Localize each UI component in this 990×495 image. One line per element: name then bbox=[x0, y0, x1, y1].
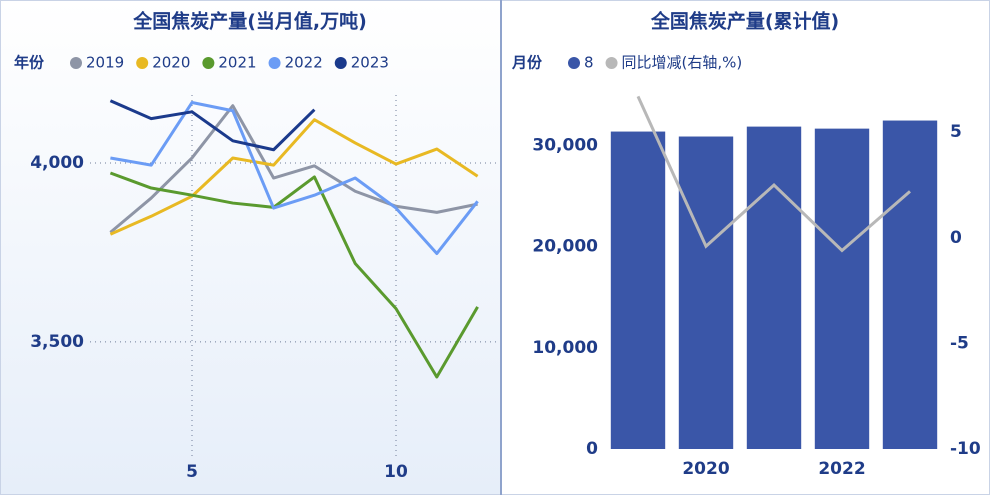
y-tick-label: 10,000 bbox=[532, 338, 598, 358]
legend-label: 同比增减(右轴,%) bbox=[622, 54, 743, 72]
y2-tick-label: 0 bbox=[950, 228, 962, 248]
series-line bbox=[109, 118, 479, 236]
legend-swatch bbox=[136, 57, 149, 69]
bar bbox=[610, 131, 666, 449]
x-tick-label: 10 bbox=[384, 462, 408, 482]
y-tick-label: 20,000 bbox=[532, 237, 598, 257]
x-tick-label: 5 bbox=[186, 462, 198, 482]
x-tick-label: 2020 bbox=[682, 459, 729, 479]
legend-label: 8 bbox=[584, 54, 594, 72]
bar bbox=[746, 126, 802, 450]
legend-swatch bbox=[568, 57, 580, 69]
bar bbox=[882, 120, 938, 449]
legend-title: 月份 bbox=[511, 54, 543, 72]
legend-swatch bbox=[268, 57, 281, 69]
bar bbox=[678, 136, 734, 449]
x-tick-label: 2022 bbox=[818, 459, 865, 479]
legend-swatch bbox=[202, 57, 215, 69]
legend-label: 2022 bbox=[285, 54, 323, 72]
legend-swatch bbox=[605, 57, 618, 69]
legend-title: 年份 bbox=[14, 54, 45, 72]
chart-title: 全国焦炭产量(累计值) bbox=[650, 10, 839, 33]
y-tick-label: 0 bbox=[586, 439, 598, 459]
y-tick-label: 30,000 bbox=[532, 136, 598, 156]
series-line bbox=[109, 104, 478, 234]
series-line bbox=[110, 101, 479, 256]
series-line bbox=[109, 99, 316, 152]
y2-tick-label: -5 bbox=[950, 333, 969, 353]
series-line bbox=[636, 95, 911, 253]
series-line bbox=[109, 171, 479, 379]
legend-swatch bbox=[334, 57, 347, 69]
y2-tick-label: 5 bbox=[950, 122, 962, 142]
chart-title: 全国焦炭产量(当月值,万吨) bbox=[132, 10, 367, 33]
legend-label: 2019 bbox=[86, 54, 124, 72]
y-tick-label: 4,000 bbox=[30, 153, 84, 173]
y2-tick-label: -10 bbox=[950, 439, 981, 459]
legend-label: 2023 bbox=[351, 54, 389, 72]
panel-background bbox=[0, 0, 500, 495]
legend-label: 2021 bbox=[218, 54, 256, 72]
y-tick-label: 3,500 bbox=[30, 332, 84, 352]
legend-label: 2020 bbox=[152, 54, 190, 72]
bar bbox=[814, 128, 870, 449]
legend-swatch bbox=[70, 57, 82, 69]
